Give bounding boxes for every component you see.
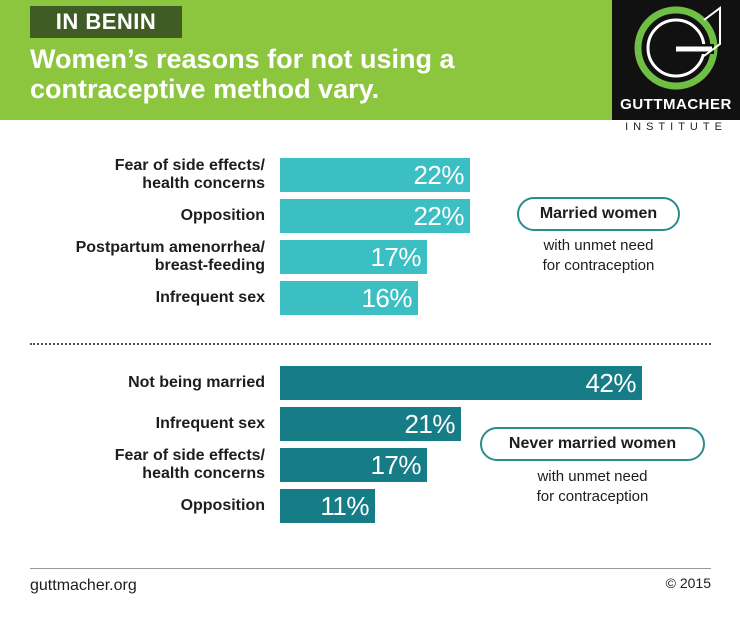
bar-2-1: 42%	[280, 366, 642, 400]
bar-value-label: 22%	[413, 159, 464, 190]
category-label: Postpartum amenorrhea/breast-feeding	[15, 239, 265, 275]
bar-value-label: 21%	[404, 408, 455, 439]
legend-never-married-note: with unmet need for contraception	[480, 467, 705, 507]
category-label: Infrequent sex	[15, 415, 265, 433]
category-label: Opposition	[15, 207, 265, 225]
group-divider	[30, 343, 711, 345]
category-label-line: Infrequent sex	[155, 289, 265, 306]
logo-wordmark: GUTTMACHER	[620, 96, 732, 113]
category-label-line: Fear of side effects/	[114, 157, 265, 174]
headline: Women’s reasons for not using a contrace…	[30, 44, 510, 104]
bar-2-4: 11%	[280, 489, 375, 523]
category-label: Infrequent sex	[15, 289, 265, 307]
g-logo-icon	[634, 6, 721, 90]
category-label-line: health concerns	[142, 465, 265, 482]
bar-2-3: 17%	[280, 448, 427, 482]
category-label-line: Fear of side effects/	[114, 447, 265, 464]
category-label-line: Opposition	[180, 497, 265, 514]
footer-site-link[interactable]: guttmacher.org	[30, 577, 137, 594]
header-banner: IN BENIN Women’s reasons for not using a…	[0, 0, 612, 120]
legend-married-women: Married women	[517, 197, 680, 231]
legend-never-married-note-line-1: with unmet need	[537, 468, 648, 485]
category-label-line: Opposition	[180, 207, 265, 224]
legend-never-married-women: Never married women	[480, 427, 705, 461]
legend-never-married-note-line-2: for contraception	[536, 488, 649, 505]
bar-value-label: 11%	[320, 490, 369, 521]
category-label-line: health concerns	[142, 175, 265, 192]
headline-line-2: contraceptive method vary.	[30, 74, 380, 104]
bar-value-label: 22%	[413, 200, 464, 231]
category-label: Not being married	[15, 374, 265, 392]
category-label: Fear of side effects/health concerns	[15, 157, 265, 193]
category-label-line: Not being married	[128, 374, 265, 391]
bar-1-2: 22%	[280, 199, 470, 233]
bar-2-2: 21%	[280, 407, 461, 441]
legend-married-note: with unmet need for contraception	[517, 236, 680, 276]
bar-1-3: 17%	[280, 240, 427, 274]
bar-value-label: 16%	[361, 282, 412, 313]
footer-copyright: © 2015	[665, 575, 711, 591]
footer-rule	[30, 568, 711, 569]
bar-1-4: 16%	[280, 281, 418, 315]
logo-subtitle: INSTITUTE	[625, 121, 727, 133]
legend-married-note-line-1: with unmet need	[543, 237, 654, 254]
category-label: Fear of side effects/health concerns	[15, 447, 265, 483]
headline-line-1: Women’s reasons for not using a	[30, 44, 455, 74]
category-label-line: breast-feeding	[154, 257, 265, 274]
guttmacher-logo	[612, 0, 740, 120]
category-label-line: Infrequent sex	[155, 415, 265, 432]
bar-value-label: 17%	[370, 241, 421, 272]
legend-married-note-line-2: for contraception	[542, 257, 655, 274]
category-label: Opposition	[15, 497, 265, 515]
category-label-line: Postpartum amenorrhea/	[75, 239, 265, 256]
bar-value-label: 17%	[370, 449, 421, 480]
bar-value-label: 42%	[585, 367, 636, 398]
country-tag: IN BENIN	[30, 6, 182, 38]
bar-1-1: 22%	[280, 158, 470, 192]
